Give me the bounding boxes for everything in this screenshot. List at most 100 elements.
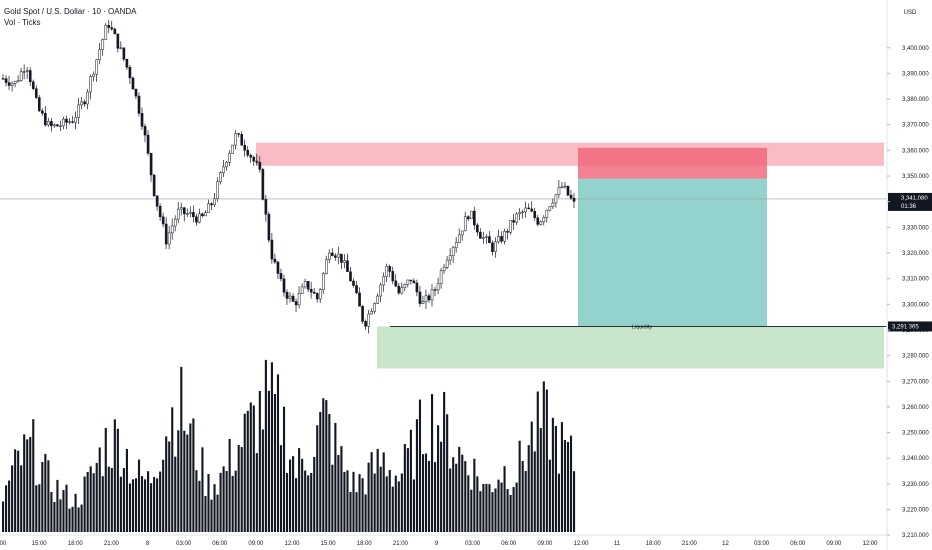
time-tick-label: 06:00	[212, 541, 228, 547]
candle-body	[424, 295, 428, 303]
candle-body	[210, 203, 213, 206]
candle-body	[439, 270, 443, 284]
volume-bar	[355, 492, 358, 532]
candle-body	[240, 134, 244, 146]
volume-bar	[201, 447, 204, 532]
volume-bar	[41, 461, 44, 532]
volume-bar	[237, 445, 240, 532]
volume-bar	[216, 494, 219, 532]
volume-bar	[20, 465, 23, 532]
candle-body	[321, 273, 325, 290]
volume-bar	[446, 414, 449, 532]
candle-body	[388, 266, 392, 272]
volume-bar	[452, 457, 455, 532]
volume-bar	[234, 470, 237, 532]
time-tick-label: 15:00	[321, 541, 337, 547]
candle-body	[183, 207, 186, 215]
candle-body	[364, 321, 367, 327]
candle-body	[406, 279, 410, 285]
volume-bar	[527, 445, 530, 532]
candle-body	[170, 225, 174, 234]
candle-body	[31, 81, 35, 90]
candle-body	[222, 166, 225, 173]
volume-bar	[128, 483, 132, 532]
candle-body	[288, 295, 292, 299]
candle-body	[53, 124, 56, 127]
volume-bar	[270, 362, 273, 532]
volume-bar	[563, 440, 567, 532]
candle-body	[521, 211, 524, 213]
position-stop-zone	[578, 147, 767, 179]
candle-body	[560, 186, 564, 188]
candle-body	[430, 289, 434, 301]
time-tick-label: 21:00	[393, 541, 409, 547]
volume-bar	[470, 489, 473, 532]
volume-bar	[177, 430, 180, 532]
volume-bar	[11, 465, 14, 532]
volume-bar	[125, 448, 128, 532]
candle-body	[548, 206, 552, 211]
volume-bar	[361, 478, 364, 532]
candle-body	[140, 113, 144, 127]
candle-body	[34, 88, 38, 98]
volume-bar	[554, 425, 557, 532]
candle-body	[355, 285, 358, 294]
symbol-title[interactable]: Gold Spot / U.S. Dollar · 10 · OANDA	[4, 7, 137, 16]
candle-body	[164, 223, 168, 245]
candle-body	[328, 252, 331, 260]
candle-body	[213, 198, 216, 206]
candle-body	[563, 185, 567, 188]
volume-bar	[192, 418, 195, 532]
candle-body	[258, 162, 262, 170]
candle-body	[192, 212, 195, 218]
volume-bar	[440, 441, 443, 532]
volume-bar	[476, 476, 479, 532]
currency-label[interactable]: USD	[904, 10, 917, 16]
candle-body	[59, 125, 62, 127]
candle-body	[71, 121, 74, 123]
candle-body	[28, 70, 32, 83]
volume-bar	[455, 463, 458, 532]
candle-body	[134, 88, 138, 97]
volume-bar	[240, 447, 243, 532]
volume-bar	[26, 439, 29, 532]
volume-bar	[376, 448, 379, 532]
volume-bar	[92, 473, 95, 532]
price-tick-label: 3,360.000	[902, 148, 929, 154]
volume-bar	[59, 499, 62, 532]
candle-body	[249, 154, 253, 158]
volume-bar	[68, 508, 71, 532]
volume-bar	[437, 425, 440, 532]
volume-bar	[572, 471, 576, 532]
volume-bar	[53, 501, 56, 532]
candle-body	[346, 260, 349, 272]
volume-bar	[349, 491, 352, 532]
candle-body	[436, 283, 440, 291]
candle-body	[62, 118, 65, 127]
candle-body	[207, 203, 210, 213]
candle-body	[445, 259, 449, 268]
volume-bar	[246, 410, 249, 532]
volume-bar	[506, 489, 509, 532]
volume-bar	[150, 483, 153, 532]
volume-bar	[137, 459, 141, 532]
candle-body	[65, 118, 68, 123]
volume-bar	[346, 470, 349, 532]
candle-body	[167, 232, 171, 245]
position-target-zone	[578, 178, 767, 327]
candle-body	[294, 301, 298, 306]
volume-bar	[364, 494, 367, 532]
candle-body	[340, 253, 343, 263]
candle-body	[234, 133, 237, 146]
candle-body	[497, 236, 500, 243]
candle-body	[451, 247, 455, 256]
volume-bar	[412, 479, 415, 532]
volume-bar	[343, 471, 346, 532]
candle-body	[463, 216, 467, 232]
candle-body	[285, 292, 289, 299]
volume-bar	[482, 483, 485, 532]
volume-indicator-label[interactable]: Vol · Ticks	[4, 18, 41, 27]
candle-body	[104, 24, 108, 40]
volume-bar	[292, 456, 295, 532]
